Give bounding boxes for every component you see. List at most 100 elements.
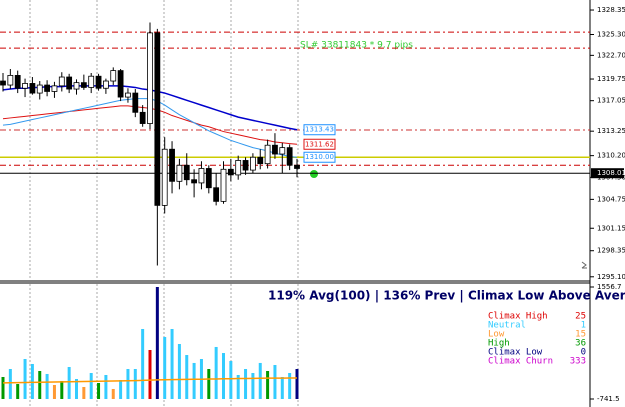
candle-body xyxy=(169,148,175,182)
candle-body xyxy=(132,92,139,113)
candle-body xyxy=(0,80,6,86)
price-box xyxy=(303,138,336,150)
legend-value: 333 xyxy=(570,357,586,367)
y-tick-label: 1301.15 xyxy=(597,224,625,232)
y-tick-label: 1328.35 xyxy=(597,6,625,14)
legend-label: Climax Low xyxy=(488,348,543,358)
current-price-label: 1308.01 xyxy=(597,169,625,177)
price-box-label: 1310.00 xyxy=(305,153,334,161)
y-tick-label: 1304.75 xyxy=(597,195,625,203)
y-tick-label: -741.5 xyxy=(597,395,620,403)
volume-bar xyxy=(273,365,277,399)
y-tick-label: 1325.30 xyxy=(597,30,625,38)
volume-bar xyxy=(97,382,101,399)
candle-body xyxy=(213,187,220,202)
candle-body xyxy=(279,147,286,155)
candle-body xyxy=(154,32,161,206)
volume-bar xyxy=(185,355,189,399)
volume-bar xyxy=(148,349,152,399)
volume-bar xyxy=(207,369,211,399)
y-tick-label: 1556.7 xyxy=(597,283,622,291)
candle-body xyxy=(80,82,87,88)
candle-body xyxy=(294,164,300,169)
current-price-box xyxy=(591,168,624,179)
legend-label: Neutral xyxy=(488,321,526,331)
volume-bar xyxy=(38,371,42,399)
candle-body xyxy=(183,164,190,181)
price-marker xyxy=(310,170,318,178)
candle-body xyxy=(191,179,198,184)
y-tick-label: 1322.70 xyxy=(597,51,625,59)
volume-bar xyxy=(1,376,5,399)
volume-bar xyxy=(214,346,218,399)
volume-bar xyxy=(126,369,130,399)
candle-body xyxy=(227,168,234,176)
candle-body xyxy=(7,75,14,86)
volume-bar xyxy=(104,374,108,399)
sl-annotation: SL# 33811843 * 9.7 pips xyxy=(300,41,413,51)
volume-bar xyxy=(295,369,299,399)
legend-value: 36 xyxy=(575,339,586,349)
candle-body xyxy=(125,92,131,98)
y-tick-label: 1313.25 xyxy=(597,127,625,135)
volume-bar xyxy=(251,373,255,399)
volume-bar xyxy=(89,373,93,399)
volume-bar xyxy=(170,328,174,399)
legend-label: Climax High xyxy=(488,312,548,322)
candle-body xyxy=(36,84,43,94)
candle-body xyxy=(249,156,256,171)
legend-value: 25 xyxy=(575,312,586,322)
candle-body xyxy=(66,76,73,90)
volume-bar xyxy=(141,328,145,399)
candle-body xyxy=(88,75,95,88)
legend-label: Climax Churn xyxy=(488,357,553,367)
y-tick-label: 1310.20 xyxy=(597,152,625,160)
legend-value: 15 xyxy=(575,330,586,340)
legend-label: High xyxy=(488,339,510,349)
volume-bar xyxy=(111,388,115,399)
price-box xyxy=(303,124,336,136)
candle-body xyxy=(272,144,278,155)
candle-body xyxy=(286,147,293,166)
candle-body xyxy=(29,83,36,94)
candle-body xyxy=(44,84,50,92)
volume-bar xyxy=(177,344,181,399)
volume-bar xyxy=(133,369,137,399)
average-line xyxy=(2,377,298,384)
price-box-label: 1311.62 xyxy=(305,140,334,148)
scroll-icon xyxy=(581,261,587,269)
volume-bar xyxy=(192,362,196,399)
volume-bar xyxy=(119,380,123,399)
candle-body xyxy=(110,70,117,82)
volume-bar xyxy=(163,336,167,399)
candle-body xyxy=(264,144,271,165)
candle-body xyxy=(22,83,28,89)
candle-body xyxy=(139,111,146,124)
volume-bar xyxy=(222,353,225,399)
volume-bar xyxy=(16,384,20,399)
candle-body xyxy=(220,168,227,202)
y-tick-label: 1319.75 xyxy=(597,75,625,83)
candle-body xyxy=(103,80,109,89)
candle-body xyxy=(257,156,264,165)
candle-body xyxy=(95,75,102,89)
volume-bar xyxy=(280,376,284,399)
volume-bar xyxy=(45,373,49,399)
candle-body xyxy=(176,164,183,182)
candle-body xyxy=(58,76,65,87)
volume-bar xyxy=(8,369,12,399)
volume-bar xyxy=(258,362,262,399)
candle-body xyxy=(205,168,212,189)
volume-bar xyxy=(155,287,159,399)
y-tick-label: 1317.05 xyxy=(597,97,625,105)
volume-bar xyxy=(30,363,34,399)
volume-bar xyxy=(229,361,233,399)
volume-bar xyxy=(236,374,240,399)
candle-body xyxy=(14,75,21,89)
volume-bar xyxy=(60,380,64,399)
candle-body xyxy=(51,85,58,92)
volume-bar xyxy=(288,373,292,399)
price-box xyxy=(303,151,336,163)
